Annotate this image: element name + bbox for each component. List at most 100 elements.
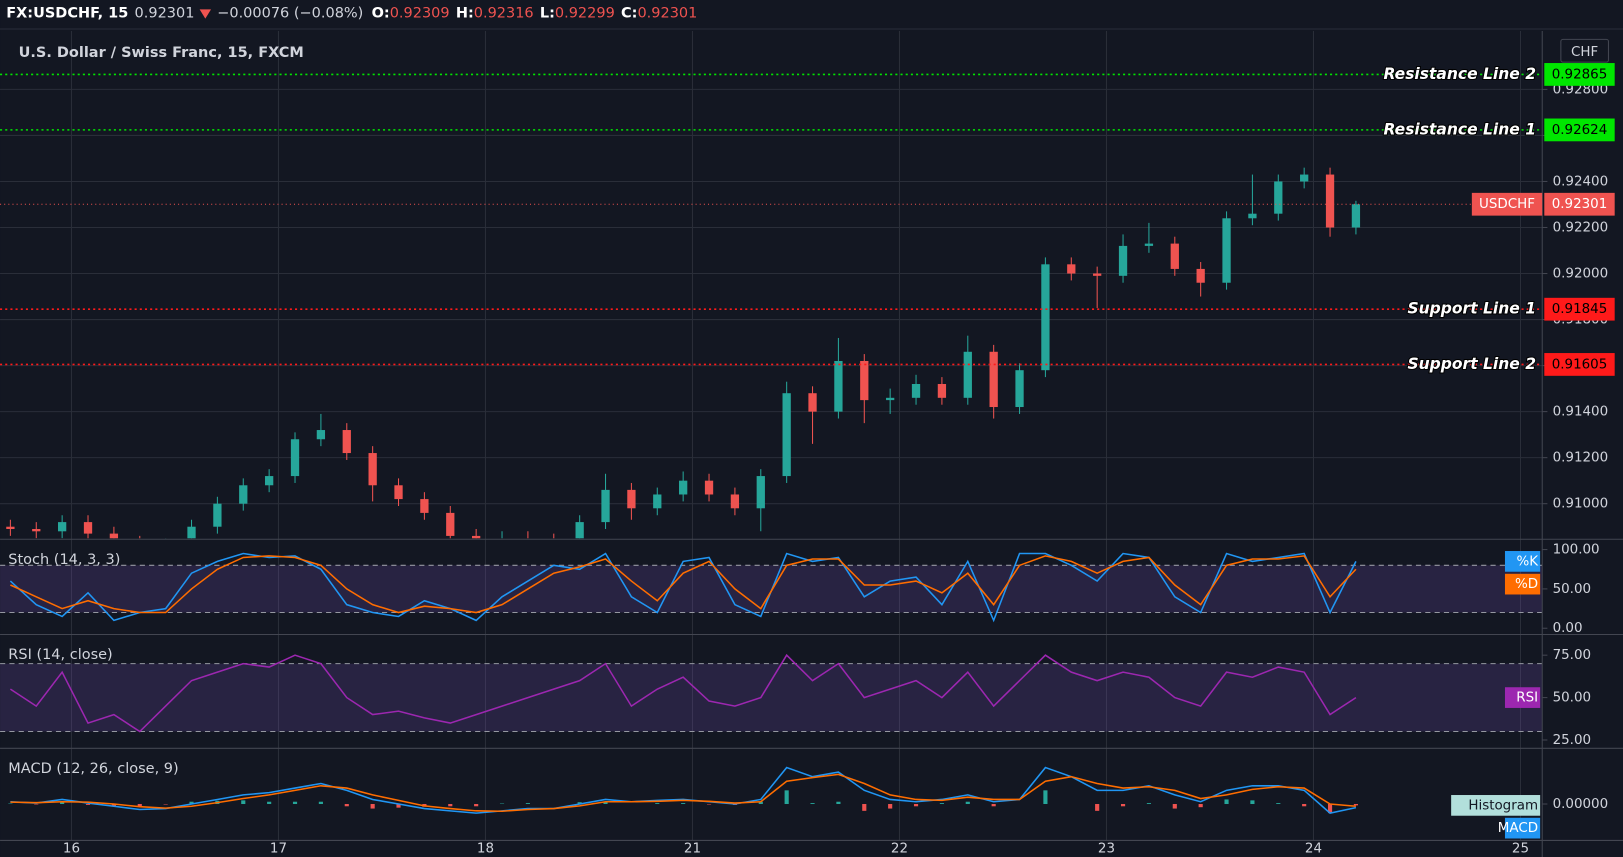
down-arrow-icon [199,9,212,19]
header-bar [0,0,1623,29]
series-line [10,555,1357,614]
candle-body [187,526,196,539]
y-tick-label: 75.00 [1553,648,1591,663]
ohlc-value: 0.92316 [474,5,534,21]
candle-body [653,494,662,509]
candle-body [860,360,869,401]
candle-body [1325,174,1335,228]
candle-body [1300,174,1309,182]
histogram-bar [241,800,246,805]
y-tick-label: 0.00000 [1553,797,1609,812]
x-tick-label: 17 [270,842,287,857]
candle-body [1274,181,1283,214]
candle-body [213,503,222,527]
price-tag [1544,297,1615,321]
histogram-bar [655,803,660,805]
symbol-tag-label: USDCHF [1479,197,1535,212]
pane [6,167,1361,539]
price-line-label: Support Line 2 [1407,355,1536,373]
pane-title: Stoch (14, 3, 3) [8,552,120,568]
histogram-bar [525,803,530,805]
candle-body [58,522,67,532]
histogram-bar [1120,804,1126,807]
unit-box [1560,38,1609,63]
histogram-bar [1146,803,1151,805]
legend-label: %K [1516,554,1539,569]
histogram-bar [939,803,944,805]
candle-body [627,489,636,509]
candle-body [265,476,274,486]
histogram-bar [577,802,582,805]
histogram-bar [370,804,375,809]
candle-body [1222,218,1231,283]
x-tick-label: 16 [63,842,80,857]
histogram-bar [396,804,401,808]
x-tick-label: 24 [1305,842,1322,857]
symbol-tag [1471,192,1543,216]
histogram-bar [318,801,323,805]
candle-body [1170,243,1179,269]
candle-body [394,485,403,500]
legend-label: Histogram [1468,798,1538,813]
histogram-bar [137,804,142,807]
candle-body [1093,273,1102,276]
y-tick-label: 0.91400 [1553,405,1609,420]
y-tick-label: 50.00 [1553,582,1591,597]
ohlc-label: L: [540,5,555,21]
x-tick-label: 22 [891,842,908,857]
pane-title: RSI (14, close) [8,647,112,663]
histogram-bar [913,804,919,807]
histogram-bar [1302,804,1307,807]
candle-body [937,384,947,398]
plot [0,73,1543,814]
y-tick-label: 0.92200 [1553,220,1609,235]
candle-body [963,351,972,398]
price-tag-value: 0.92865 [1552,67,1608,82]
histogram-bar [784,790,789,805]
pane [8,766,1358,814]
histogram-bar [965,801,970,805]
legend-tag [1504,573,1541,595]
x-tick-label: 18 [477,842,494,857]
change: −0.00076 (−0.08%) [217,5,363,21]
y-tick-label: 0.91000 [1553,497,1609,512]
legend-label: MACD [1498,821,1538,836]
candle-body [834,360,843,412]
x-tick-label: 21 [684,842,701,857]
legend-tag [1504,687,1541,708]
candle-body [342,430,351,454]
histogram-bar [1250,800,1255,805]
series-line [10,766,1357,814]
candle-body [1144,243,1154,246]
price-line-label: Resistance Line 1 [1384,120,1537,138]
candle-body [1351,204,1361,228]
axes: 16 17 18 21 22 23 24 25 0.91000 0.91200 0.91400 0.9… [8,63,1615,857]
series-line [10,773,1356,813]
legend-tag [1504,551,1541,572]
histogram-bar [810,803,815,805]
histogram-bar [474,804,479,807]
legend-label: %D [1515,577,1538,592]
histogram-bar [1198,804,1203,808]
candle-body [886,397,895,401]
histogram-bar [60,801,65,805]
pane [0,552,1543,623]
histogram-bar [344,804,349,807]
candle-body [989,351,998,408]
y-tick-label: 50.00 [1553,691,1591,706]
legend-tag [1504,817,1541,839]
pane-title: MACD (12, 26, close, 9) [8,761,178,777]
price-tag [1544,63,1615,86]
candle-body [316,430,326,440]
histogram-bar [1327,804,1333,814]
y-tick-label: 0.00 [1553,621,1583,636]
candle-body [6,526,15,530]
candle-body [730,494,740,509]
candle-body [601,489,610,523]
candle-body [83,522,93,534]
grid [0,31,1543,841]
price-line-label: Support Line 1 [1407,300,1536,318]
candle-body [782,393,791,477]
candle-body [1248,213,1257,219]
